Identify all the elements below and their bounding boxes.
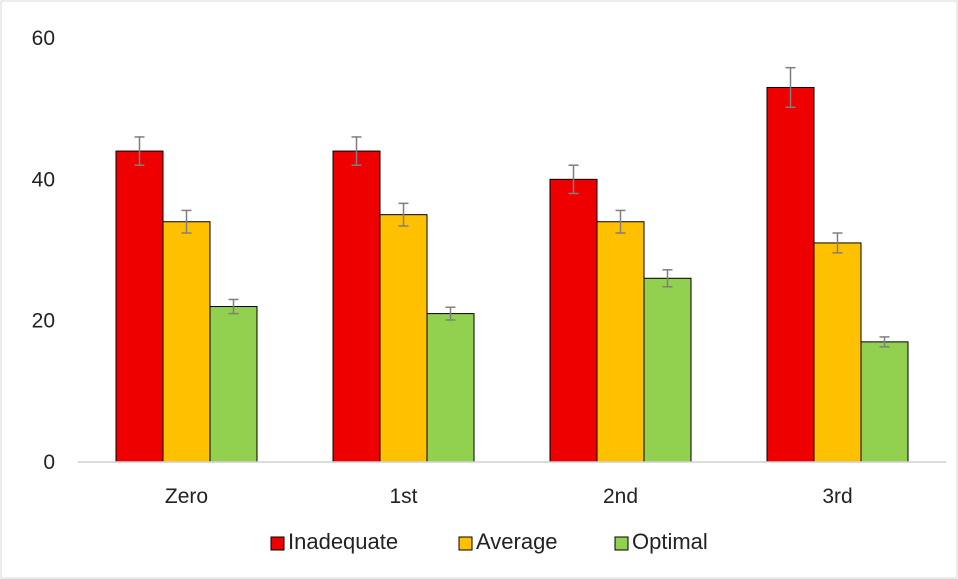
y-tick-label: 40 — [32, 168, 55, 191]
bar-optimal-2nd — [643, 277, 692, 463]
error-bar-optimal-zero — [228, 298, 239, 315]
error-bar-average-2nd — [615, 209, 626, 234]
x-tick-label: Zero — [165, 485, 208, 508]
legend-swatch — [270, 536, 285, 551]
error-bar-optimal-1st — [445, 306, 456, 321]
bar-optimal-zero — [209, 306, 258, 463]
bar-inadequate-3rd — [766, 86, 815, 463]
x-tick-label: 2nd — [603, 485, 638, 508]
bar-inadequate-1st — [332, 150, 381, 463]
error-bar-optimal-3rd — [879, 336, 890, 348]
y-axis-ticks: 0 20 40 60 — [32, 27, 55, 474]
error-bar-inadequate-2nd — [568, 164, 579, 195]
legend: Inadequate Average Optimal — [270, 529, 708, 554]
legend-swatch — [458, 536, 473, 551]
bar-average-zero — [162, 221, 211, 463]
x-tick-label: 1st — [389, 485, 417, 508]
bar-inadequate-zero — [115, 150, 164, 463]
legend-item-average: Average — [458, 529, 558, 554]
error-bar-inadequate-3rd — [785, 66, 796, 109]
error-bar-average-1st — [398, 202, 409, 227]
legend-item-inadequate: Inadequate — [270, 529, 398, 554]
error-bar-optimal-2nd — [662, 269, 673, 288]
error-bar-inadequate-1st — [351, 136, 362, 166]
bar-average-3rd — [813, 242, 862, 463]
legend-item-optimal: Optimal — [614, 529, 708, 554]
error-bar-average-3rd — [832, 232, 843, 254]
bars-layer — [115, 86, 909, 463]
bar-average-2nd — [596, 221, 645, 463]
legend-label: Average — [476, 529, 558, 554]
x-axis-ticks: Zero 1st 2nd 3rd — [165, 485, 853, 508]
x-tick-label: 3rd — [822, 485, 852, 508]
bar-average-1st — [379, 214, 428, 463]
y-tick-label: 20 — [32, 310, 55, 333]
bar-inadequate-2nd — [549, 178, 598, 463]
error-bars-layer — [134, 66, 890, 348]
bar-optimal-1st — [426, 313, 475, 463]
legend-label: Inadequate — [288, 529, 398, 554]
legend-swatch — [614, 536, 629, 551]
legend-label: Optimal — [632, 529, 708, 554]
error-bar-average-zero — [181, 209, 192, 234]
error-bar-inadequate-zero — [134, 136, 145, 166]
bar-optimal-3rd — [860, 341, 909, 463]
y-tick-label: 60 — [32, 27, 55, 50]
y-tick-label: 0 — [43, 451, 55, 474]
